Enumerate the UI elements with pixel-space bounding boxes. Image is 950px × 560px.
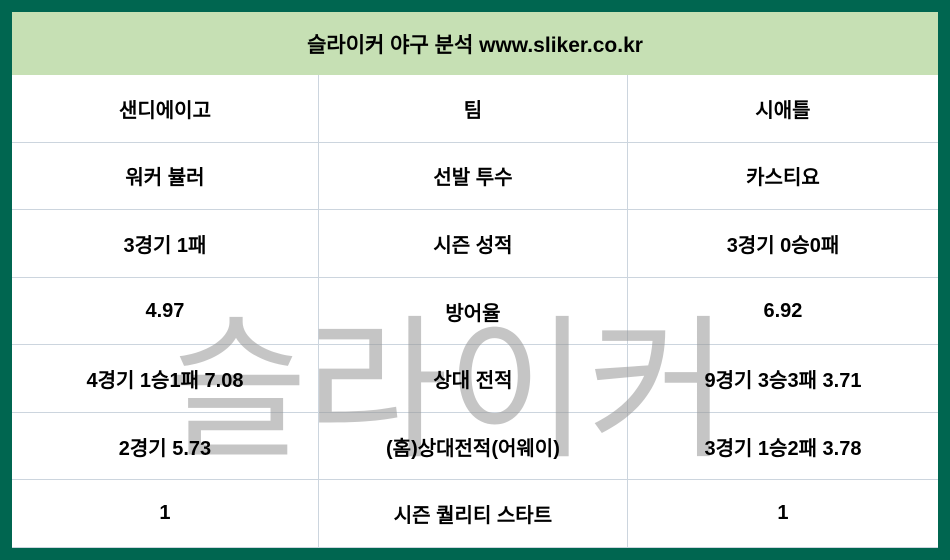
- category-label-cell: 방어율: [317, 277, 628, 345]
- away-value: 6.92: [763, 299, 803, 322]
- category-label: 시즌 퀄리티 스타트: [393, 505, 553, 528]
- away-value-cell: 3경기 1승2패 3.78: [628, 413, 938, 480]
- category-label: 방어율: [445, 302, 501, 325]
- table-row-home-away-record: 2경기 5.73 (홈)상대전적(어웨이) 3경기 1승2패 3.78: [12, 412, 938, 481]
- category-label: 팀: [463, 99, 483, 122]
- category-label-cell: 상대 전적: [317, 345, 628, 412]
- away-value: 9경기 3승3패 3.71: [704, 370, 862, 393]
- table-row-starting-pitcher: 워커 뷸러 선발 투수 카스티요: [12, 142, 938, 211]
- away-value: 1: [777, 502, 789, 525]
- analysis-table: 슬라이커 야구 분석 www.sliker.co.kr 샌디에이고 팀 시애틀 …: [12, 12, 938, 548]
- home-value: 1: [159, 502, 171, 525]
- table-row-teams: 샌디에이고 팀 시애틀: [12, 75, 938, 143]
- away-value-cell: 9경기 3승3패 3.71: [628, 345, 938, 412]
- table-row-head-to-head: 4경기 1승1패 7.08 상대 전적 9경기 3승3패 3.71: [12, 345, 938, 413]
- page-title: 슬라이커 야구 분석 www.sliker.co.kr: [307, 33, 643, 57]
- away-team-name: 시애틀: [755, 99, 811, 122]
- table-row-era: 4.97 방어율 6.92: [12, 277, 938, 346]
- away-value-cell: 카스티요: [628, 143, 938, 210]
- home-value: 4.97: [145, 299, 185, 322]
- home-value: 3경기 1패: [123, 234, 207, 257]
- home-value-cell: 1: [12, 480, 318, 547]
- category-label: 시즌 성적: [433, 234, 513, 257]
- home-value-cell: 4경기 1승1패 7.08: [12, 345, 318, 412]
- category-label: 선발 투수: [433, 167, 513, 190]
- table-title-band: 슬라이커 야구 분석 www.sliker.co.kr: [12, 12, 938, 75]
- category-label-cell: 선발 투수: [317, 142, 628, 210]
- category-label-cell: (홈)상대전적(어웨이): [317, 412, 628, 480]
- category-label: 상대 전적: [433, 370, 513, 393]
- away-value: 3경기 1승2패 3.78: [704, 437, 862, 460]
- category-label: (홈)상대전적(어웨이): [386, 437, 560, 460]
- home-value: 4경기 1승1패 7.08: [86, 370, 244, 393]
- category-label-cell: 시즌 퀄리티 스타트: [317, 480, 628, 548]
- home-value-cell: 3경기 1패: [12, 210, 318, 277]
- home-value-cell: 2경기 5.73: [12, 413, 318, 480]
- table-row-quality-start: 1 시즌 퀄리티 스타트 1: [12, 480, 938, 548]
- table-row-season-record: 3경기 1패 시즌 성적 3경기 0승0패: [12, 210, 938, 278]
- away-value: 3경기 0승0패: [726, 234, 840, 257]
- away-value: 카스티요: [746, 167, 820, 190]
- away-value-cell: 6.92: [628, 278, 938, 345]
- away-value-cell: 3경기 0승0패: [628, 210, 938, 277]
- table-body: 샌디에이고 팀 시애틀 워커 뷸러 선발 투수 카스티요 3경기 1패 시즌 성…: [12, 75, 938, 548]
- home-team-cell: 샌디에이고: [12, 75, 318, 142]
- home-value: 워커 뷸러: [125, 167, 205, 190]
- home-team-name: 샌디에이고: [118, 99, 211, 122]
- home-value-cell: 워커 뷸러: [12, 143, 318, 210]
- category-label-cell: 시즌 성적: [317, 210, 628, 277]
- away-value-cell: 1: [628, 480, 938, 547]
- home-value-cell: 4.97: [12, 278, 318, 345]
- home-value: 2경기 5.73: [118, 437, 212, 460]
- away-team-cell: 시애틀: [628, 75, 938, 142]
- category-label-cell: 팀: [317, 75, 628, 142]
